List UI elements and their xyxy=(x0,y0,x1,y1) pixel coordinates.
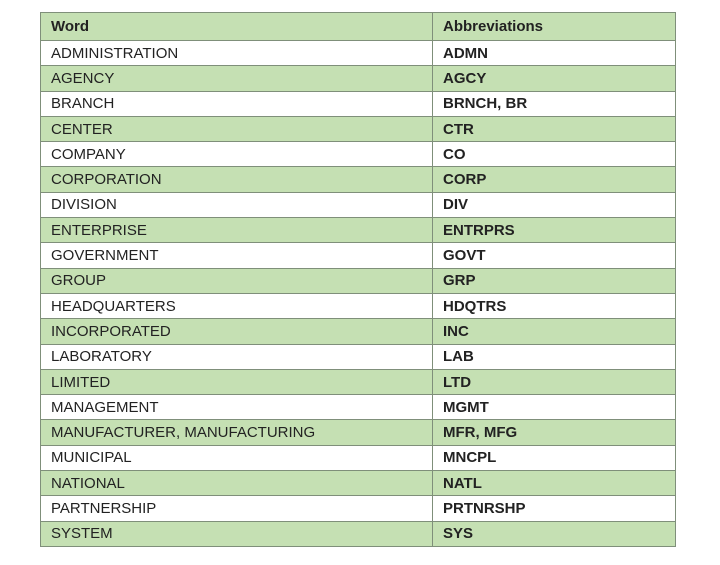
table-row: GOVERNMENT GOVT xyxy=(40,242,676,269)
table-row: COMPANY CO xyxy=(40,141,676,168)
table-row: CORPORATION CORP xyxy=(40,166,676,193)
table-row: MANUFACTURER, MANUFACTURING MFR, MFG xyxy=(40,419,676,446)
word-cell: LABORATORY xyxy=(40,343,433,370)
word-cell: HEADQUARTERS xyxy=(40,292,433,320)
word-cell: DIVISION xyxy=(40,191,433,219)
word-cell: INCORPORATED xyxy=(40,318,433,345)
word-cell: COMPANY xyxy=(40,141,433,168)
abbreviation-cell: AGCY xyxy=(432,65,676,92)
table-row: HEADQUARTERS HDQTRS xyxy=(40,292,676,320)
table-row: GROUP GRP xyxy=(40,267,676,294)
abbreviation-cell: INC xyxy=(432,318,676,345)
abbreviation-cell: MFR, MFG xyxy=(432,419,676,446)
abbreviation-cell: NATL xyxy=(432,470,676,497)
table-row: BRANCH BRNCH, BR xyxy=(40,90,676,117)
abbreviation-cell: SYS xyxy=(432,520,676,547)
word-cell: PARTNERSHIP xyxy=(40,495,433,522)
table-row: SYSTEM SYS xyxy=(40,520,676,547)
word-cell: MUNICIPAL xyxy=(40,444,433,472)
table-row: DIVISION DIV xyxy=(40,191,676,219)
word-cell: GROUP xyxy=(40,267,433,294)
table-row: LIMITED LTD xyxy=(40,368,676,396)
abbreviation-cell: HDQTRS xyxy=(432,292,676,320)
word-cell: CORPORATION xyxy=(40,166,433,193)
abbreviation-cell: GRP xyxy=(432,267,676,294)
table-row: MUNICIPAL MNCPL xyxy=(40,444,676,472)
word-cell: AGENCY xyxy=(40,65,433,92)
abbreviation-cell: LAB xyxy=(432,343,676,370)
header-cell: Abbreviations xyxy=(432,12,676,41)
abbreviation-cell: MGMT xyxy=(432,394,676,421)
word-cell: MANUFACTURER, MANUFACTURING xyxy=(40,419,433,446)
table-row: LABORATORY LAB xyxy=(40,343,676,370)
word-cell: LIMITED xyxy=(40,368,433,396)
abbreviation-cell: CTR xyxy=(432,115,676,143)
word-cell: GOVERNMENT xyxy=(40,242,433,269)
word-cell: CENTER xyxy=(40,115,433,143)
word-cell: MANAGEMENT xyxy=(40,394,433,421)
header-cell: Word xyxy=(40,12,433,41)
abbreviation-cell: DIV xyxy=(432,191,676,219)
abbreviation-cell: CO xyxy=(432,141,676,168)
table-row: CENTER CTR xyxy=(40,115,676,143)
table-row: AGENCY AGCY xyxy=(40,65,676,92)
table-row: PARTNERSHIP PRTNRSHP xyxy=(40,495,676,522)
abbreviation-cell: CORP xyxy=(432,166,676,193)
abbreviation-cell: GOVT xyxy=(432,242,676,269)
word-cell: BRANCH xyxy=(40,90,433,117)
abbreviation-table: Word Abbreviations ADMINISTRATION ADMN AGE… xyxy=(40,12,676,547)
word-cell: SYSTEM xyxy=(40,520,433,547)
table-row: ADMINISTRATION ADMN xyxy=(40,39,676,67)
word-cell: ADMINISTRATION xyxy=(40,39,433,67)
abbreviation-cell: ENTRPRS xyxy=(432,217,676,244)
table-row: NATIONAL NATL xyxy=(40,470,676,497)
abbreviation-cell: BRNCH, BR xyxy=(432,90,676,117)
table-row: ENTERPRISE ENTRPRS xyxy=(40,217,676,244)
table-row: INCORPORATED INC xyxy=(40,318,676,345)
abbreviation-cell: MNCPL xyxy=(432,444,676,472)
table-body: ADMINISTRATION ADMN AGENCY AGCY BRANCH BRNCH,… xyxy=(40,39,676,547)
header-row: Word Abbreviations xyxy=(40,12,676,41)
word-cell: NATIONAL xyxy=(40,470,433,497)
abbreviation-cell: LTD xyxy=(432,368,676,396)
word-cell: ENTERPRISE xyxy=(40,217,433,244)
table-row: MANAGEMENT MGMT xyxy=(40,394,676,421)
abbreviation-cell: PRTNRSHP xyxy=(432,495,676,522)
abbreviation-cell: ADMN xyxy=(432,39,676,67)
